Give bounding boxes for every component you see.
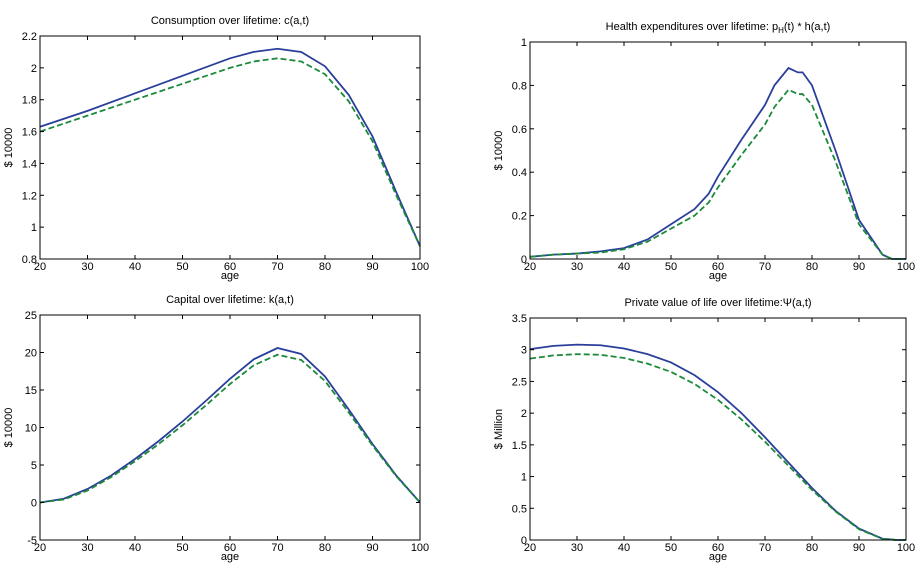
y-tick-label: 0 [31, 498, 37, 510]
y-axis-label: $ 10000 [3, 128, 15, 168]
y-tick-label: 0 [521, 254, 527, 266]
x-tick-label: 20 [524, 542, 536, 554]
chart-title: Consumption over lifetime: c(a,t) [151, 15, 309, 27]
chart-panel-4: 20 30 40 50 60 70 80 90 100 0 0.5 1 1.5 2 2.5 3 3.5 Priva… [493, 297, 915, 563]
x-tick-label: 90 [853, 542, 865, 554]
y-tick-label: -5 [27, 535, 37, 547]
y-tick-label: 15 [25, 385, 37, 397]
x-tick-label: 50 [665, 542, 677, 554]
series-line-2 [529, 88, 906, 260]
y-axis-label: $ 10000 [3, 408, 15, 448]
x-tick-label: 40 [618, 261, 630, 273]
x-tick-label: 90 [366, 542, 378, 554]
y-tick-label: 5 [31, 460, 37, 472]
x-tick-label: 90 [366, 261, 378, 273]
x-tick-label: 100 [897, 542, 915, 554]
chart-title: Health expenditures over lifetime: pH(t)… [606, 21, 831, 35]
y-tick-label: 1.2 [22, 190, 37, 202]
chart-panel-1: 20 30 40 50 60 70 80 90 100 0.8 1 1.2 1.4 1.6 1.8 2 2.2 C… [3, 15, 429, 282]
x-axis-label: age [709, 551, 727, 563]
series-line-2 [39, 57, 421, 247]
x-tick-label: 40 [129, 542, 141, 554]
series-line-2 [39, 353, 421, 504]
y-tick-label: 2 [521, 408, 527, 420]
series-line-2 [529, 353, 906, 541]
chart-panel-3: 20 30 40 50 60 70 80 90 100 -5 0 5 10 15 20 25 Capital o… [3, 294, 429, 563]
x-tick-label: 80 [806, 261, 818, 273]
x-tick-label: 50 [665, 261, 677, 273]
x-tick-label: 80 [319, 261, 331, 273]
y-tick-label: 3 [521, 345, 527, 357]
x-tick-label: 20 [34, 542, 46, 554]
x-tick-label: 30 [571, 542, 583, 554]
x-tick-label: 100 [411, 261, 429, 273]
x-tick-label: 40 [618, 542, 630, 554]
x-tick-label: 100 [897, 261, 915, 273]
y-tick-label: 0.8 [22, 254, 37, 266]
y-tick-label: 10 [25, 423, 37, 435]
x-tick-label: 30 [571, 261, 583, 273]
series-line-1 [39, 347, 421, 504]
y-tick-label: 2.2 [22, 31, 37, 43]
x-tick-label: 100 [411, 542, 429, 554]
x-tick-label: 60 [224, 542, 236, 554]
series-line-1 [529, 343, 906, 541]
x-tick-label: 20 [524, 261, 536, 273]
x-tick-label: 90 [853, 261, 865, 273]
y-tick-label: 0.6 [512, 124, 527, 136]
x-axis-label: age [709, 270, 727, 282]
y-tick-label: 0.2 [512, 211, 527, 223]
y-tick-label: 0.5 [512, 503, 527, 515]
y-tick-label: 2.5 [512, 376, 527, 388]
chart-title: Private value of life over lifetime:Ψ(a,… [624, 297, 811, 309]
y-tick-label: 0.4 [512, 167, 527, 179]
y-tick-label: 1 [521, 472, 527, 484]
x-tick-label: 80 [319, 542, 331, 554]
x-tick-label: 80 [806, 542, 818, 554]
y-axis-label: $ Million [493, 409, 505, 449]
y-tick-label: 1.8 [22, 95, 37, 107]
x-tick-label: 70 [759, 542, 771, 554]
series-line-1 [39, 47, 421, 247]
x-axis-label: age [221, 551, 239, 563]
chart-title: Capital over lifetime: k(a,t) [166, 294, 294, 306]
y-tick-label: 25 [25, 310, 37, 322]
y-tick-label: 2 [31, 63, 37, 75]
x-tick-label: 20 [34, 261, 46, 273]
x-tick-label: 50 [176, 542, 188, 554]
y-tick-label: 1 [521, 37, 527, 49]
axes-frame [529, 41, 907, 260]
x-tick-label: 30 [81, 542, 93, 554]
axes-frame [39, 35, 421, 260]
x-tick-label: 60 [712, 542, 724, 554]
y-tick-label: 1.4 [22, 158, 37, 170]
x-tick-label: 70 [271, 261, 283, 273]
x-tick-label: 70 [271, 542, 283, 554]
axes-frame [529, 317, 907, 541]
y-tick-label: 3.5 [512, 313, 527, 325]
x-tick-label: 50 [176, 261, 188, 273]
y-tick-label: 1.5 [512, 440, 527, 452]
y-tick-label: 0.8 [512, 80, 527, 92]
y-axis-label: $ 10000 [493, 131, 505, 171]
y-tick-label: 1 [31, 222, 37, 234]
x-tick-label: 40 [129, 261, 141, 273]
x-tick-label: 30 [81, 261, 93, 273]
series-line-1 [529, 66, 906, 260]
y-tick-label: 0 [521, 535, 527, 547]
x-tick-label: 70 [759, 261, 771, 273]
chart-panel-2: 20 30 40 50 60 70 80 90 100 0 0.2 0.4 0.6 0.8 1 Health … [493, 21, 915, 282]
y-tick-label: 1.6 [22, 127, 37, 139]
x-tick-label: 60 [224, 261, 236, 273]
x-tick-label: 60 [712, 261, 724, 273]
axes-frame [39, 314, 421, 541]
x-axis-label: age [221, 270, 239, 282]
y-tick-label: 20 [25, 348, 37, 360]
